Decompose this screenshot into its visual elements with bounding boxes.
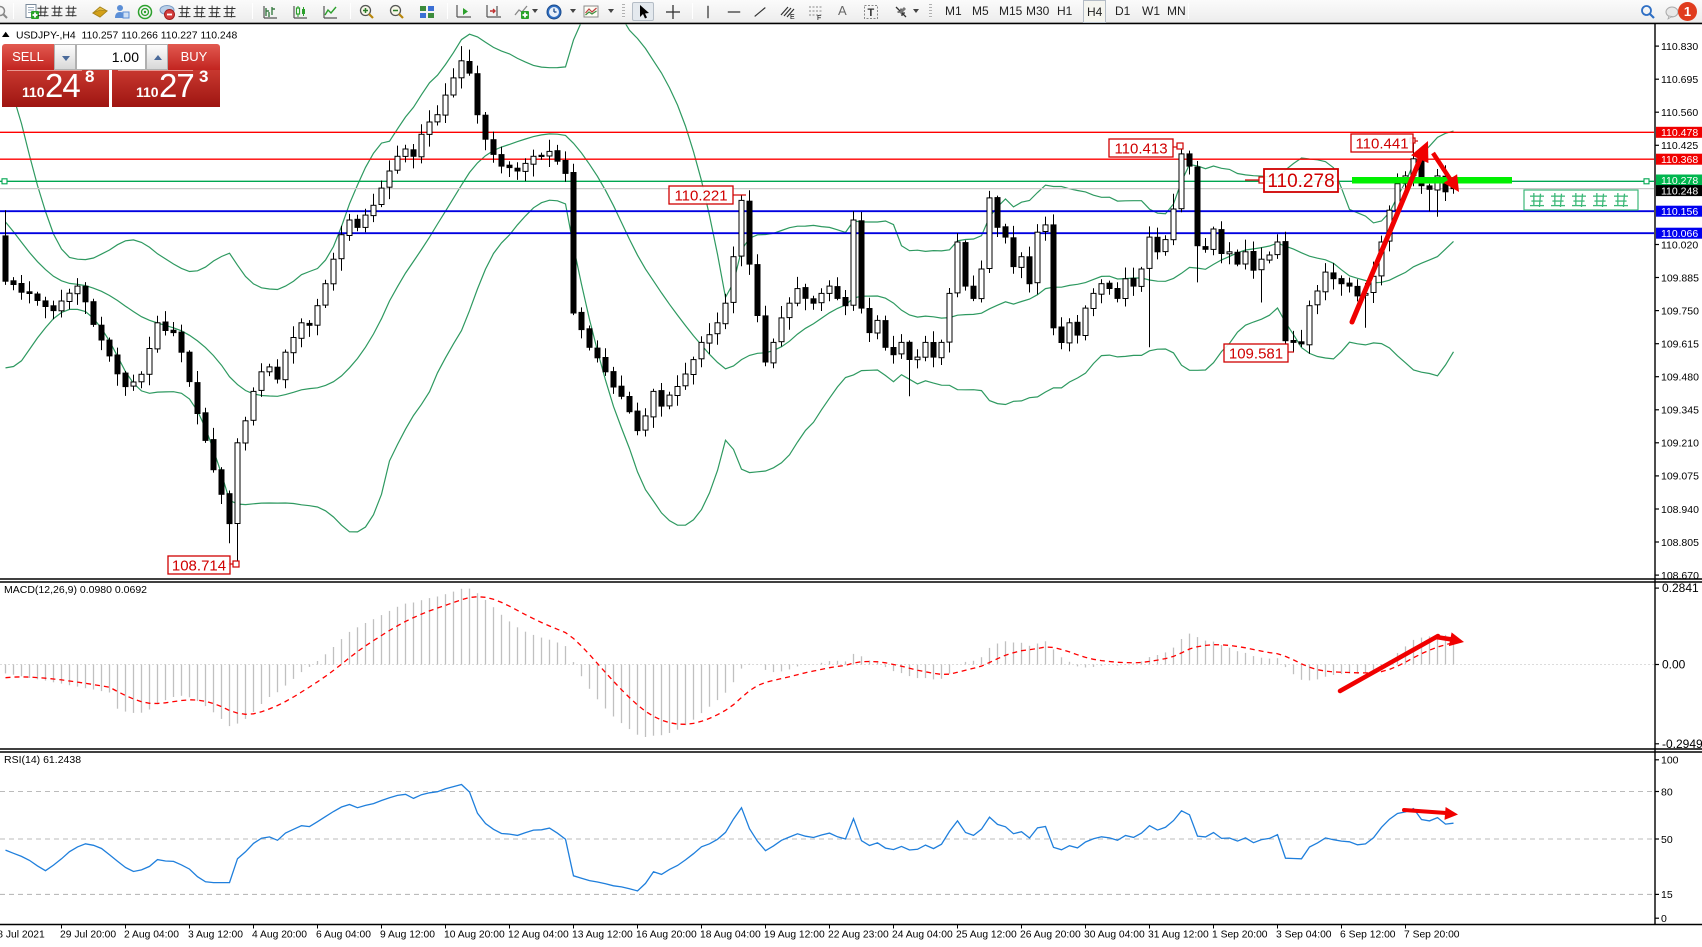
- svg-text:2 Aug 04:00: 2 Aug 04:00: [124, 930, 179, 941]
- svg-text:-0.2949: -0.2949: [1662, 737, 1702, 751]
- svg-text:110.156: 110.156: [1661, 206, 1698, 218]
- svg-text:15: 15: [1661, 889, 1673, 901]
- svg-text:110.830: 110.830: [1661, 41, 1698, 53]
- svg-text:100: 100: [1661, 755, 1679, 767]
- svg-text:0.2841: 0.2841: [1662, 581, 1699, 595]
- svg-text:31 Aug 12:00: 31 Aug 12:00: [1148, 930, 1209, 941]
- svg-text:110.368: 110.368: [1661, 154, 1698, 166]
- svg-text:0: 0: [1661, 913, 1667, 925]
- svg-text:29 Jul 20:00: 29 Jul 20:00: [60, 930, 116, 941]
- svg-text:110.066: 110.066: [1661, 228, 1698, 240]
- svg-text:110.478: 110.478: [1661, 127, 1698, 139]
- svg-text:110.695: 110.695: [1661, 74, 1698, 86]
- svg-text:F: F: [817, 15, 821, 21]
- svg-text:30 Aug 04:00: 30 Aug 04:00: [1084, 930, 1145, 941]
- svg-text:110.560: 110.560: [1661, 107, 1698, 119]
- svg-text:109.885: 109.885: [1661, 272, 1699, 284]
- svg-text:110.278: 110.278: [1661, 175, 1698, 187]
- svg-text:T: T: [868, 7, 875, 19]
- svg-text:109.615: 109.615: [1661, 339, 1699, 351]
- svg-text:110.248: 110.248: [1661, 185, 1698, 197]
- svg-text:3 Sep 04:00: 3 Sep 04:00: [1276, 930, 1332, 941]
- svg-text:110.221: 110.221: [674, 187, 727, 204]
- svg-text:110.425: 110.425: [1661, 140, 1698, 152]
- svg-text:28 Jul 2021: 28 Jul 2021: [0, 930, 45, 941]
- svg-text:12 Aug 04:00: 12 Aug 04:00: [508, 930, 569, 941]
- svg-text:110.441: 110.441: [1355, 135, 1408, 152]
- svg-text:22 Aug 23:00: 22 Aug 23:00: [828, 930, 889, 941]
- svg-text:110.413: 110.413: [1114, 140, 1167, 157]
- svg-text:10 Aug 20:00: 10 Aug 20:00: [444, 930, 505, 941]
- svg-text:13 Aug 12:00: 13 Aug 12:00: [572, 930, 633, 941]
- svg-text:50: 50: [1661, 834, 1673, 846]
- svg-text:109.210: 109.210: [1661, 438, 1699, 450]
- svg-text:7 Sep 20:00: 7 Sep 20:00: [1404, 930, 1460, 941]
- svg-text:108.805: 108.805: [1661, 537, 1699, 549]
- svg-text:110.278: 110.278: [1267, 171, 1334, 192]
- svg-text:E: E: [790, 14, 795, 21]
- svg-text:109.750: 109.750: [1661, 305, 1699, 317]
- svg-text:4 Aug 20:00: 4 Aug 20:00: [252, 930, 307, 941]
- svg-text:16 Aug 20:00: 16 Aug 20:00: [636, 930, 697, 941]
- svg-text:109.480: 109.480: [1661, 372, 1699, 384]
- svg-text:80: 80: [1661, 786, 1673, 798]
- svg-text:109.581: 109.581: [1229, 345, 1283, 362]
- svg-text:1 Sep 20:00: 1 Sep 20:00: [1212, 930, 1268, 941]
- svg-text:108.714: 108.714: [172, 557, 226, 574]
- svg-text:109.345: 109.345: [1661, 405, 1699, 417]
- svg-text:6 Sep 12:00: 6 Sep 12:00: [1340, 930, 1396, 941]
- svg-text:USDJPY-,H4 110.257 110.266 11: USDJPY-,H4 110.257 110.266 110.227 110.2…: [16, 31, 237, 42]
- svg-text:MACD(12,26,9) 0.0980 0.0692: MACD(12,26,9) 0.0980 0.0692: [4, 584, 147, 596]
- svg-text:24 Aug 04:00: 24 Aug 04:00: [892, 930, 953, 941]
- svg-text:109.075: 109.075: [1661, 471, 1699, 483]
- svg-text:110.020: 110.020: [1661, 239, 1698, 251]
- svg-text:108.940: 108.940: [1661, 504, 1699, 516]
- svg-text:26 Aug 20:00: 26 Aug 20:00: [1020, 930, 1081, 941]
- svg-text:18 Aug 04:00: 18 Aug 04:00: [700, 930, 761, 941]
- svg-text:108.670: 108.670: [1661, 570, 1699, 582]
- svg-text:9 Aug 12:00: 9 Aug 12:00: [380, 930, 435, 941]
- svg-text:6 Aug 04:00: 6 Aug 04:00: [316, 930, 371, 941]
- svg-text:RSI(14) 61.2438: RSI(14) 61.2438: [4, 754, 81, 766]
- svg-text:0.00: 0.00: [1662, 658, 1686, 672]
- svg-text:3 Aug 12:00: 3 Aug 12:00: [188, 930, 243, 941]
- svg-text:19 Aug 12:00: 19 Aug 12:00: [764, 930, 825, 941]
- svg-text:25 Aug 12:00: 25 Aug 12:00: [956, 930, 1017, 941]
